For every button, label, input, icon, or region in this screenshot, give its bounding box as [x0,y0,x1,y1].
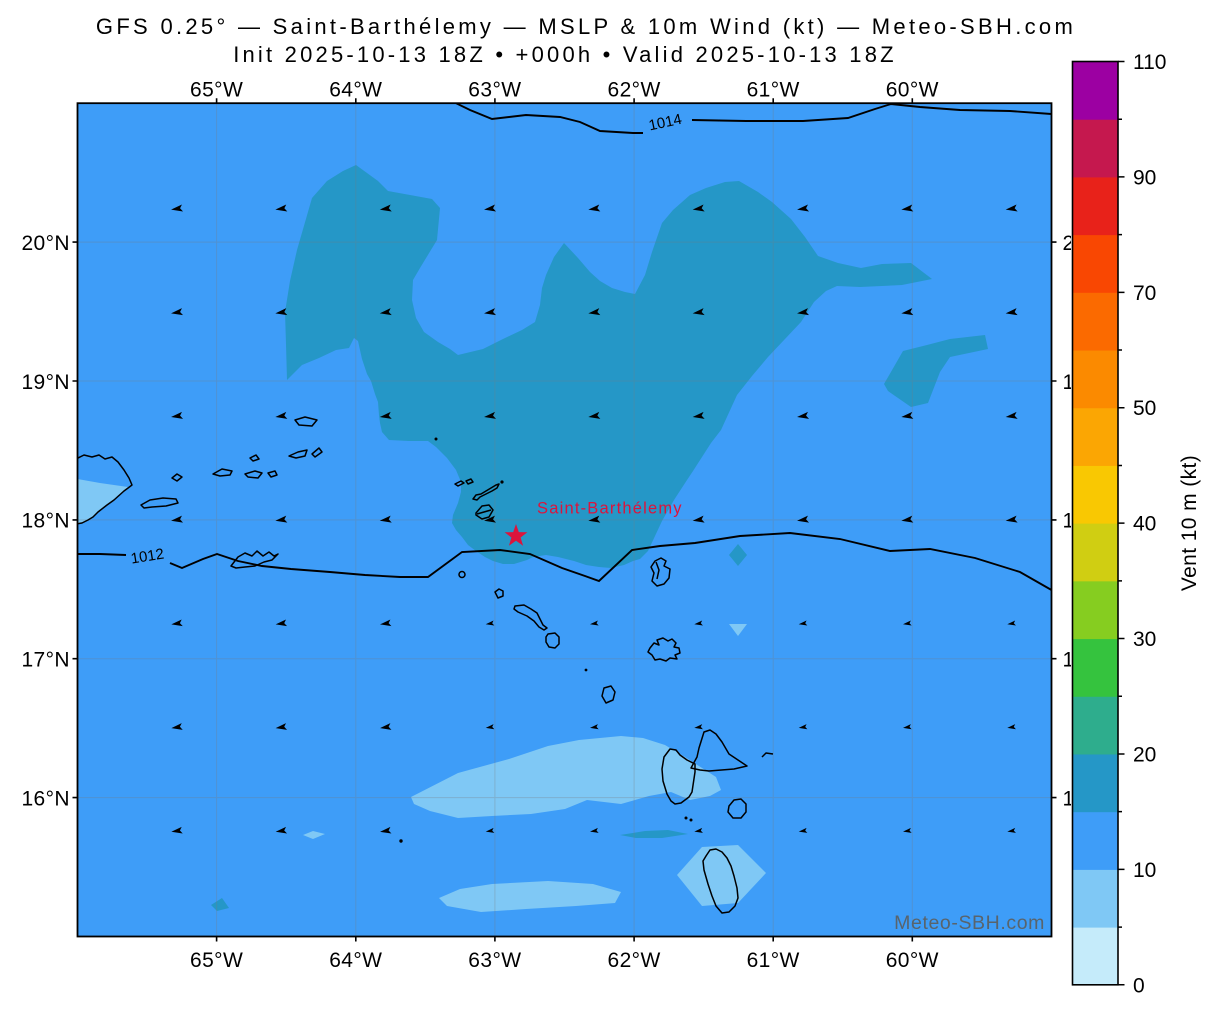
svg-text:64°W: 64°W [329,79,382,102]
svg-text:64°W: 64°W [329,949,382,972]
svg-text:Saint-Barthélemy: Saint-Barthélemy [537,500,683,518]
svg-text:63°W: 63°W [468,79,521,102]
svg-text:110: 110 [1133,51,1166,74]
svg-text:18°N: 18°N [1063,510,1112,533]
svg-text:61°W: 61°W [747,79,800,102]
svg-text:65°W: 65°W [190,949,243,972]
svg-text:60°W: 60°W [886,949,939,972]
svg-text:Meteo-SBH.com: Meteo-SBH.com [894,912,1045,934]
svg-text:17°N: 17°N [21,649,70,672]
svg-text:40: 40 [1133,513,1156,536]
svg-text:18°N: 18°N [21,510,70,533]
svg-text:61°W: 61°W [747,949,800,972]
svg-text:60°W: 60°W [886,79,939,102]
svg-text:19°N: 19°N [21,371,70,394]
svg-text:63°W: 63°W [468,949,521,972]
svg-text:65°W: 65°W [190,79,243,102]
svg-text:20°N: 20°N [1063,232,1112,255]
svg-text:10: 10 [1133,859,1156,882]
svg-text:19°N: 19°N [1063,371,1112,394]
svg-text:16°N: 16°N [21,787,70,810]
svg-text:30: 30 [1133,628,1156,651]
svg-text:0: 0 [1133,974,1145,997]
svg-text:20°N: 20°N [21,232,70,255]
svg-text:16°N: 16°N [1063,787,1112,810]
svg-text:1012: 1012 [130,546,166,568]
svg-text:70: 70 [1133,282,1156,305]
svg-text:90: 90 [1133,166,1156,189]
svg-text:Vent 10 m (kt): Vent 10 m (kt) [1178,455,1201,591]
svg-text:62°W: 62°W [608,949,661,972]
svg-text:1014: 1014 [647,111,683,135]
svg-text:17°N: 17°N [1063,649,1112,672]
svg-text:50: 50 [1133,397,1156,420]
svg-text:20: 20 [1133,743,1156,766]
svg-text:62°W: 62°W [608,79,661,102]
